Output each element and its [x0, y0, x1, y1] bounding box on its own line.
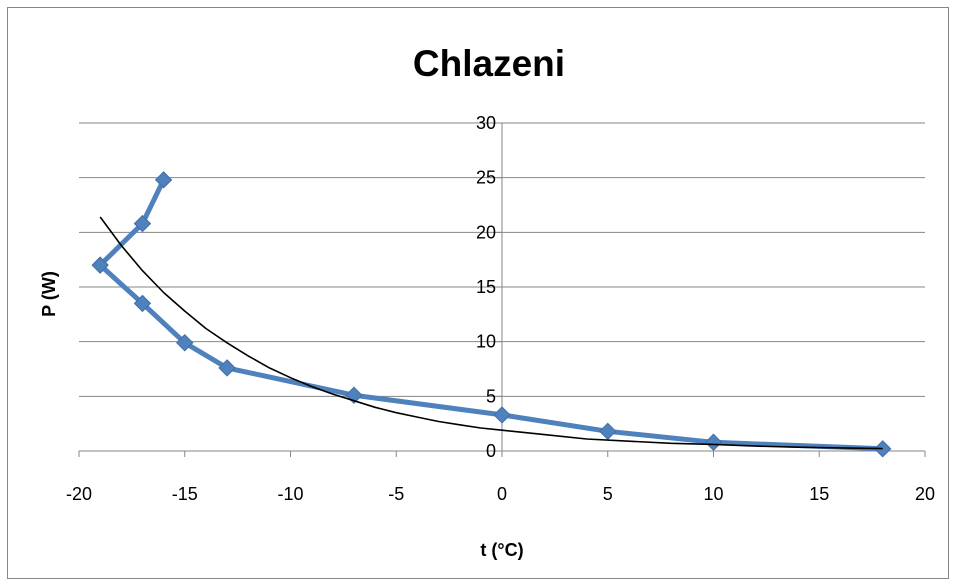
- x-tick-label: -15: [172, 484, 198, 504]
- x-tick-label: 10: [703, 484, 723, 504]
- x-tick-label: -20: [66, 484, 92, 504]
- y-tick-label: 0: [486, 441, 496, 461]
- chart-title: Chlazeni: [413, 43, 565, 84]
- y-tick-label: 25: [476, 168, 496, 188]
- y-tick-label: 15: [476, 277, 496, 297]
- y-tick-label: 20: [476, 222, 496, 242]
- x-tick-label: 5: [603, 484, 613, 504]
- x-tick-label: 20: [915, 484, 935, 504]
- data-point-marker: [133, 294, 152, 313]
- y-tick-label: 10: [476, 332, 496, 352]
- y-tick-label: 5: [486, 386, 496, 406]
- data-point-marker: [176, 334, 194, 352]
- y-axis-label: P (W): [39, 271, 59, 317]
- data-point-marker: [218, 359, 236, 377]
- data-point-marker: [91, 256, 109, 274]
- chart-svg: 0 5 10 15 20 25 30 -20 -15 -10 -5 0 5 10 15 20 Chlazeni…: [39, 43, 935, 560]
- chart-area: 0 5 10 15 20 25 30 -20 -15 -10 -5 0 5 10 15 20 Chlazeni…: [7, 7, 949, 579]
- x-axis-label: t (°C): [480, 540, 523, 560]
- y-tick-label: 30: [476, 113, 496, 133]
- x-tick-label: 15: [809, 484, 829, 504]
- x-tick-label: -10: [277, 484, 303, 504]
- x-tick-label: 0: [497, 484, 507, 504]
- data-point-marker: [493, 406, 511, 424]
- data-point-marker: [704, 433, 723, 451]
- data-point-marker: [599, 422, 617, 441]
- series-line: [97, 177, 886, 452]
- data-point-marker: [154, 171, 173, 189]
- data-point-marker: [133, 214, 152, 233]
- data-point-marker: [873, 440, 892, 458]
- x-tick-label: -5: [388, 484, 404, 504]
- trendline: [99, 216, 883, 450]
- tick-labels: 0 5 10 15 20 25 30 -20 -15 -10 -5 0 5 10 15 20: [66, 113, 935, 504]
- series: [91, 171, 892, 458]
- axes: [78, 122, 926, 457]
